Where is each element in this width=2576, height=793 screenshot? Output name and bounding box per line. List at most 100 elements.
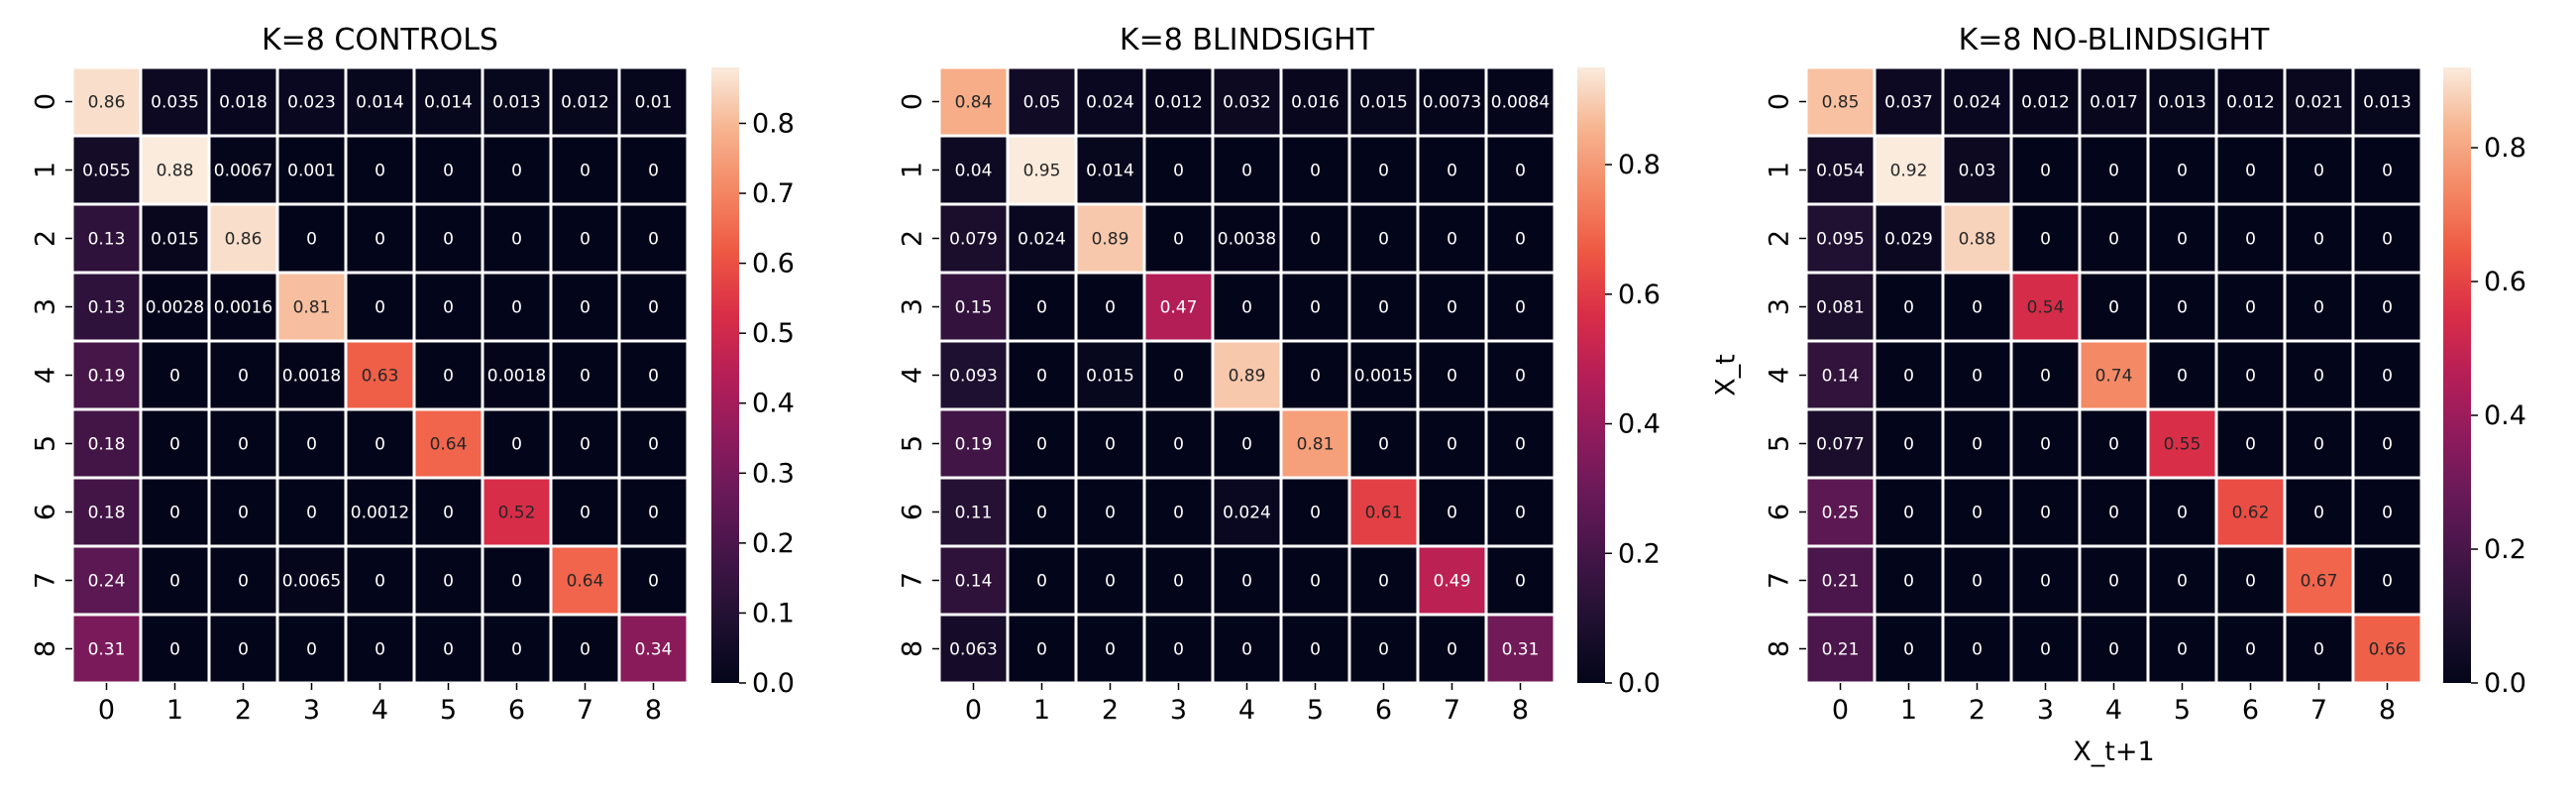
cell-value-label: 0.063 [949, 640, 998, 660]
cell-value-label: 0.55 [2164, 435, 2201, 455]
heatmap-cell [2351, 339, 2423, 411]
cell-value-label: 0.05 [1023, 93, 1061, 113]
cell-value-label: 0 [2108, 162, 2119, 181]
cell-value-label: 0 [2177, 367, 2188, 387]
cell-value-label: 0.85 [1822, 93, 1860, 113]
heatmap-cell [2009, 134, 2082, 206]
cell-value-label: 0 [1241, 572, 1252, 592]
cell-value-label: 0 [2313, 162, 2324, 181]
heatmap-cell [70, 339, 143, 411]
heatmap-cell [2283, 202, 2355, 275]
cell-value-label: 0 [1173, 572, 1184, 592]
heatmap-cell [1006, 271, 1078, 343]
cell-value-label: 0.015 [1086, 367, 1134, 387]
cell-value-label: 0 [169, 572, 180, 592]
heatmap-cell [1484, 544, 1556, 617]
heatmap-cell [139, 271, 211, 343]
cell-value-label: 0 [1105, 572, 1116, 592]
x-tick-label: 2 [1969, 695, 1986, 726]
cell-value-label: 0 [2040, 504, 2051, 523]
cell-value-label: 0.81 [293, 298, 331, 318]
cell-value-label: 0.52 [498, 504, 536, 523]
cell-value-label: 0 [375, 435, 385, 455]
cell-value-label: 0.01 [635, 93, 673, 113]
x-tick-label: 5 [440, 695, 457, 726]
cell-value-label: 0 [1173, 435, 1184, 455]
heatmap-cell [549, 65, 621, 138]
cell-value-label: 0 [375, 162, 385, 181]
cell-value-label: 0.054 [1816, 162, 1865, 181]
cell-value-label: 0.013 [492, 93, 541, 113]
colorbar-tick-label: 0.1 [752, 598, 795, 628]
cell-value-label: 0 [2108, 504, 2119, 523]
cell-value-label: 0 [2108, 230, 2119, 250]
heatmap-cell [1211, 271, 1283, 343]
cell-value-label: 0.88 [1959, 230, 1996, 250]
cell-value-label: 0 [306, 640, 317, 660]
heatmap-cell [139, 202, 211, 275]
cell-value-label: 0 [2177, 504, 2188, 523]
cell-value-label: 0.03 [1959, 162, 1996, 181]
colorbar-tick-label: 0.6 [752, 249, 795, 280]
cell-value-label: 0 [2245, 162, 2256, 181]
x-tick-label: 8 [645, 695, 662, 726]
cell-value-label: 0 [1036, 504, 1047, 523]
cell-value-label: 0 [2177, 162, 2188, 181]
cell-value-label: 0.63 [362, 367, 399, 387]
cell-value-label: 0.15 [955, 298, 993, 318]
y-tick-label: 0 [31, 93, 61, 110]
cell-value-label: 0 [2177, 572, 2188, 592]
y-tick-label: 5 [31, 435, 61, 452]
x-tick-label: 7 [1444, 695, 1460, 726]
x-tick-label: 1 [1900, 695, 1917, 726]
x-tick-label: 5 [2174, 695, 2191, 726]
cell-value-label: 0 [1310, 230, 1321, 250]
cell-value-label: 0 [443, 367, 454, 387]
cell-value-label: 0 [2313, 640, 2324, 660]
cell-value-label: 0 [1447, 435, 1457, 455]
cell-value-label: 0.024 [1018, 230, 1066, 250]
cell-value-label: 0 [1515, 572, 1526, 592]
cell-value-label: 0.081 [1816, 298, 1865, 318]
heatmap-cell [481, 134, 553, 206]
cell-value-label: 0 [511, 162, 522, 181]
x-tick-label: 7 [2310, 695, 2327, 726]
cell-value-label: 0 [1378, 435, 1389, 455]
y-tick-label: 7 [31, 572, 61, 589]
heatmap-cell [70, 613, 143, 685]
cell-value-label: 0 [375, 572, 385, 592]
heatmap-cell [1873, 202, 1945, 275]
cell-value-label: 0.095 [1816, 230, 1865, 250]
heatmap-cell [1416, 271, 1488, 343]
heatmap-cell [207, 134, 279, 206]
heatmap-cell [1941, 544, 2013, 617]
y-tick-label: 2 [31, 230, 61, 247]
x-tick-label: 3 [1170, 695, 1187, 726]
heatmap-cell [1416, 339, 1488, 411]
cell-value-label: 0 [1310, 640, 1321, 660]
cell-value-label: 0 [1378, 162, 1389, 181]
heatmap-cell [1074, 407, 1146, 480]
cell-value-label: 0 [2245, 640, 2256, 660]
cell-value-label: 0 [1105, 435, 1116, 455]
cell-value-label: 0.024 [1223, 504, 1271, 523]
cell-value-label: 0 [2382, 162, 2393, 181]
x-tick-label: 6 [2242, 695, 2259, 726]
colorbar-tick-label: 0.4 [752, 389, 795, 419]
heatmap-cell [2351, 544, 2423, 617]
x-tick-label: 1 [166, 695, 183, 726]
cell-value-label: 0 [1241, 640, 1252, 660]
heatmap-cell [1804, 339, 1877, 411]
colorbar [2443, 67, 2471, 683]
y-tick-label: 0 [898, 93, 928, 110]
cell-value-label: 0 [1036, 298, 1047, 318]
cell-value-label: 0.19 [88, 367, 126, 387]
cell-value-label: 0.012 [2226, 93, 2275, 113]
cell-value-label: 0 [2177, 230, 2188, 250]
cell-value-label: 0.18 [88, 435, 126, 455]
cell-value-label: 0 [648, 162, 659, 181]
cell-value-label: 0 [169, 640, 180, 660]
cell-value-label: 0.49 [1434, 572, 1471, 592]
cell-value-label: 0.055 [82, 162, 131, 181]
